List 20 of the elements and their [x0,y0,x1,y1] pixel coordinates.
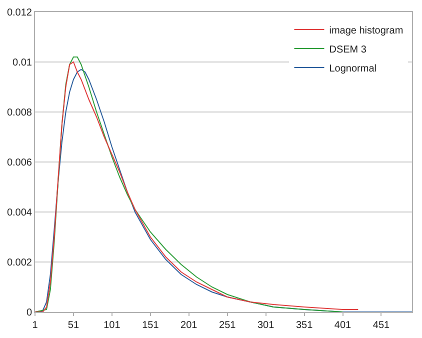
x-tick-label: 301 [257,320,275,331]
x-tick-label: 1 [32,320,38,331]
y-tick-label: 0.01 [12,58,32,68]
x-tick-label: 251 [219,320,236,331]
legend-label: image histogram [329,25,404,36]
x-tick-label: 51 [68,320,80,331]
x-tick-label: 101 [104,320,121,331]
y-tick-label: 0.002 [6,258,32,268]
x-tick-label: 351 [296,320,314,331]
y-tick-label: 0.004 [6,208,32,218]
y-tick-label: 0.008 [6,108,32,118]
y-tick-label: 0.006 [6,158,32,168]
legend-label: DSEM 3 [329,44,367,56]
legend-label: Lognormal [329,63,376,74]
x-tick-label: 201 [180,320,198,331]
y-tick-label: 0 [26,308,32,318]
y-tick-label: 0.012 [6,8,32,18]
x-tick-label: 151 [142,320,160,331]
x-tick-label: 451 [372,320,390,331]
x-tick-label: 401 [334,320,352,331]
